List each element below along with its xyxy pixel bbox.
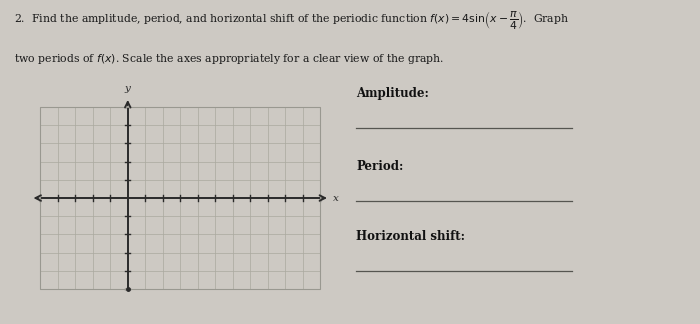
Text: Amplitude:: Amplitude: xyxy=(356,87,429,100)
Text: 2.  Find the amplitude, period, and horizontal shift of the periodic function $f: 2. Find the amplitude, period, and horiz… xyxy=(14,10,569,32)
Text: two periods of $f(x)$. Scale the axes appropriately for a clear view of the grap: two periods of $f(x)$. Scale the axes ap… xyxy=(14,52,444,66)
Text: Horizontal shift:: Horizontal shift: xyxy=(356,230,466,243)
Text: Period:: Period: xyxy=(356,160,403,173)
Text: x: x xyxy=(332,193,338,202)
Text: y: y xyxy=(125,85,131,93)
Bar xyxy=(41,107,321,289)
